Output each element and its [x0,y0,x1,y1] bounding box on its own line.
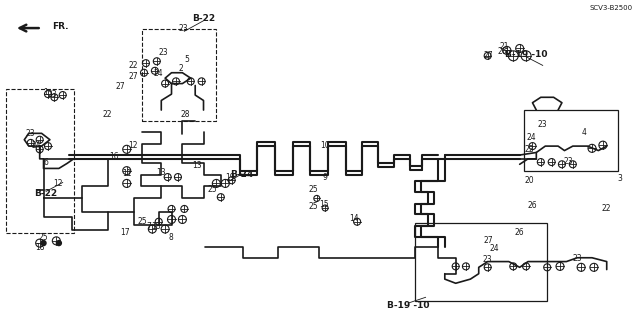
Text: 23: 23 [25,130,35,138]
Text: 11: 11 [122,169,131,178]
Text: 24: 24 [526,133,536,142]
Text: 5: 5 [184,55,189,63]
Text: 16: 16 [109,152,119,161]
Text: 22: 22 [602,204,611,213]
Text: 1: 1 [43,88,48,97]
Text: 23: 23 [538,120,548,129]
Bar [415,223,547,301]
Text: 25: 25 [207,185,218,194]
Text: 27: 27 [128,72,138,81]
Text: 18: 18 [151,222,160,231]
Text: 17: 17 [120,228,130,237]
Text: B-22: B-22 [35,189,58,198]
Text: 28: 28 [181,110,190,119]
Text: 25: 25 [137,217,147,226]
Text: 7: 7 [147,222,152,231]
Text: FR.: FR. [52,22,69,31]
Text: B-24: B-24 [230,170,253,179]
Text: B-19 -10: B-19 -10 [387,301,429,310]
Text: 19: 19 [225,173,236,182]
Bar [524,110,618,171]
Text: 25: 25 [38,233,49,242]
Text: 22: 22 [525,145,534,154]
Text: 8: 8 [168,233,173,242]
Text: 6: 6 [44,158,49,167]
Text: 26: 26 [515,228,525,237]
Text: 26: 26 [527,201,538,210]
Text: 13: 13 [192,161,202,170]
Text: 25: 25 [308,185,319,194]
Text: 2: 2 [179,64,184,73]
Text: 23: 23 [563,157,573,166]
Text: 20: 20 [524,176,534,185]
Text: 27: 27 [483,236,493,245]
Circle shape [56,241,61,246]
Text: 21: 21 [500,42,509,51]
Text: SCV3-B2500: SCV3-B2500 [589,5,633,11]
Text: 4: 4 [581,128,586,137]
Text: 23: 23 [483,256,493,264]
Text: 10: 10 [320,141,330,150]
Text: 9: 9 [323,173,328,182]
Text: 13: 13 [156,168,166,177]
Text: 24: 24 [153,69,163,78]
Text: B-22: B-22 [192,14,215,23]
Text: 23: 23 [47,90,58,99]
Text: 26: 26 [497,47,508,56]
Text: 14: 14 [349,214,359,223]
Text: 27: 27 [483,51,493,60]
Text: B-19 -10: B-19 -10 [505,50,547,59]
Text: 23: 23 [572,254,582,263]
Text: 15: 15 [319,200,330,209]
Text: 3: 3 [617,174,622,183]
Text: 22: 22 [103,110,112,119]
Text: 12: 12 [53,179,62,188]
Text: 22: 22 [129,61,138,70]
Text: 23: 23 [178,24,188,33]
Text: 25: 25 [308,202,319,211]
Text: 12: 12 [128,141,137,150]
Bar [142,29,216,121]
Bar [6,89,74,233]
Text: 24: 24 [31,141,42,150]
Text: 24: 24 [490,244,500,253]
Text: 27: 27 [115,82,125,91]
Text: 18: 18 [35,243,44,252]
Text: 23: 23 [158,48,168,57]
Circle shape [41,241,46,246]
